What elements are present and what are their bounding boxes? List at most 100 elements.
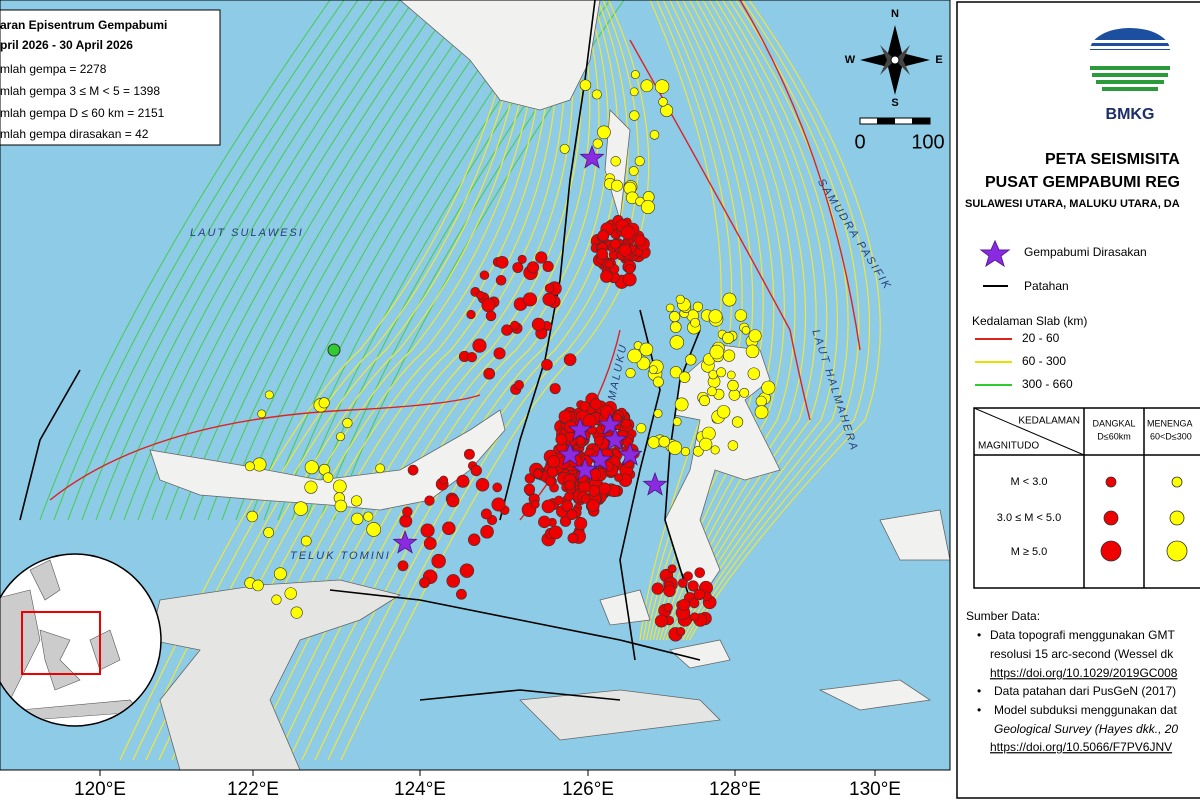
epicenter [293,501,309,516]
x-tick-label: 126°E [562,779,614,800]
contour-yellow [171,0,542,761]
epicenter [593,435,604,446]
epicenter [640,79,654,93]
contour-green [67,0,359,521]
source-line: https://doi.org/10.1029/2019GC008 [990,666,1178,680]
epicenter [517,254,527,264]
epicenter [545,476,556,487]
felt-epicenter [567,416,593,441]
epicenter [710,445,720,455]
epicenter [727,440,739,451]
contour-red [739,0,861,351]
epicenter [622,272,637,287]
epicenter [264,390,274,400]
epicenter [476,290,485,300]
epicenter [755,395,767,407]
epicenter [304,460,319,475]
legend-title: Kedalaman Slab (km) [972,314,1087,328]
scale-start: 0 [854,131,865,153]
epicenter [300,535,312,547]
table-symbols [1100,476,1188,562]
epicenter [547,455,560,468]
epicenter [290,606,303,619]
epicenter [745,344,760,359]
contour-green [235,0,527,521]
felt-epicenter [579,144,605,169]
source-line: https://doi.org/10.5066/F7PV6JNV [990,740,1172,754]
epicenter [683,571,693,581]
epicenter [541,359,553,371]
epicenter [559,143,570,154]
epicenter [431,553,446,569]
epicenter [257,409,266,419]
epicenter [676,626,686,637]
epicenter [456,588,467,600]
land [149,0,950,770]
epicenter [548,525,563,540]
source-line: Data topografi menggunakan GMT [990,628,1175,642]
epicenter [754,405,769,419]
epicenters [244,70,776,642]
table-row: 3.0 ≤ M < 5.0 [997,512,1061,524]
legend-label: Gempabumi Dirasakan [1024,245,1147,259]
epicenter [538,515,551,529]
compass-e: E [935,54,942,66]
epicenter [318,397,330,409]
x-axis: 120°E 122°E 124°E 126°E 128°E 130°E [74,770,901,800]
epicenter [674,397,689,412]
epicenter [690,612,700,622]
epicenter [639,342,654,357]
epicenter [597,229,610,242]
source-line: Model subduksi menggunakan dat [994,703,1177,717]
felt-epicenter [642,471,668,496]
epicenter [558,410,572,424]
contour-green [207,0,499,521]
panel-title: PETA SEISMISITA [1045,151,1180,168]
epicenter [634,234,647,247]
contour-yellow [688,0,881,641]
epicenter [694,567,706,578]
contour-green [39,0,331,521]
magnitude-table [973,407,1200,589]
epicenter [252,579,264,592]
epicenter [707,386,717,397]
felt-epicenter [617,441,643,466]
epicenter [526,261,540,274]
logo-text: BMKG [1106,106,1155,123]
epicenter [334,499,348,513]
epicenter [480,508,492,520]
felt-epicenter [557,441,583,466]
info-period: pril 2026 - 30 April 2026 [0,38,133,52]
epicenter [350,495,363,507]
contour-green [123,0,415,521]
epicenter [734,309,747,322]
epicenter [597,125,611,140]
epicenter [463,448,475,460]
epicenter [693,588,706,601]
epicenter [716,405,731,419]
epicenter [600,270,613,283]
epicenter [363,511,374,522]
epicenter [420,523,435,538]
epicenter [304,480,318,494]
table-row: M < 3.0 [1011,476,1048,488]
epicenter [479,270,490,280]
fault-line [419,689,621,701]
epicenter [578,480,591,494]
epicenter [493,347,506,360]
epicenter [510,320,520,331]
contour-yellow [249,0,582,761]
epicenter [246,510,258,523]
table-corner: KEDALAMAN [1018,416,1080,427]
epicenter [273,567,287,581]
epicenter [625,367,636,379]
epicenter [667,564,677,574]
epicenter [466,351,478,363]
epicenter [709,344,725,360]
epicenter [692,445,704,457]
bullet: • [977,703,981,717]
legend-label: Patahan [1024,279,1069,293]
epicenter [628,166,639,176]
epicenter [678,371,691,383]
bmkg-logo: BMKG [1090,28,1170,123]
